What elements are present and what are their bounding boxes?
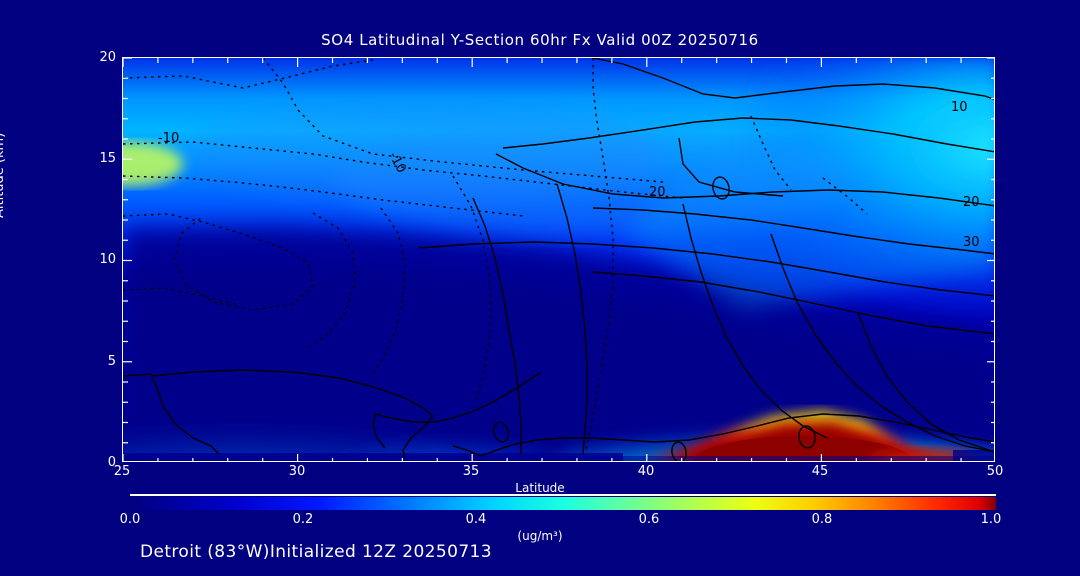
xtick-label-45: 45 [811,464,829,479]
xtick-label-35: 35 [462,464,480,479]
ytick-label-5: 5 [107,354,116,369]
colorbar-tick-0: 0.0 [119,512,141,527]
colorbar-tick-5: 1.0 [980,512,1002,527]
xtick-label-40: 40 [637,464,655,479]
contour-label: 10 [951,100,968,115]
xtick-label-50: 50 [986,464,1004,479]
colorbar-tick-4: 0.8 [811,512,833,527]
ytick-label-20: 20 [99,50,116,65]
xtick-label-30: 30 [288,464,306,479]
chart-title: SO4 Latitudinal Y-Section 60hr Fx Valid … [321,31,759,49]
contour-lines [123,58,994,461]
xtick-label-25: 25 [113,464,131,479]
colorbar [130,497,996,510]
colorbar-tick-2: 0.4 [465,512,487,527]
contour-label: -10 [158,131,179,146]
axis-ticks [123,58,994,461]
figure-footer: Detroit (83°W)Initialized 12Z 20250713 [140,542,492,562]
colorbar-unit-label: (ug/m³) [517,529,563,543]
y-axis-label: Altitude (km) [0,132,7,218]
contour-label: 20 [963,195,980,210]
colorbar-tick-1: 0.2 [292,512,314,527]
ytick-label-0: 0 [107,455,116,470]
ytick-label-15: 15 [99,151,116,166]
ytick-label-10: 10 [99,252,116,267]
contour-label: 30 [963,235,980,250]
x-axis-label: Latitude [515,481,565,495]
colorbar-top-rule [130,494,996,496]
colorbar-tick-3: 0.6 [638,512,660,527]
contour-label: 20 [649,185,666,200]
cross-section-field: -10 -10 10 20 30 20 [123,58,994,461]
plot-area: -10 -10 10 20 30 20 [122,57,995,462]
